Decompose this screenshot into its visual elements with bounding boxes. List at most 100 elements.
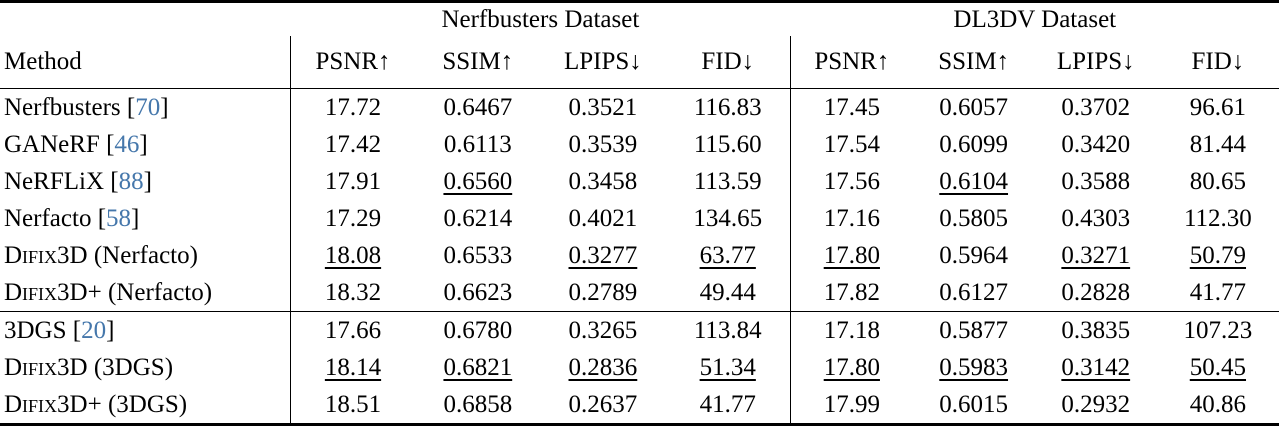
value-cell: 50.45 [1189,353,1247,381]
method-name: (3DGS) [87,353,174,381]
citation-link[interactable]: 46 [114,130,140,158]
value-cell: 0.3702 [1061,93,1131,121]
value-cell: 0.6113 [443,130,512,158]
value-cell: 112.30 [1183,204,1252,232]
value-cell: 51.34 [699,353,756,381]
value-cell: 17.18 [790,311,913,349]
value-cell: 17.16 [790,200,913,237]
cite-close-bracket: ] [131,204,140,232]
cite-open-bracket: [ [97,204,107,232]
method-name: (Nerfacto) [101,278,213,306]
table-row: Difix3D (3DGS) 18.14 0.6821 0.2836 51.34 17.8… [0,349,1279,386]
method-cell: GANeRF [46] [0,126,290,163]
method-cell: Difix3D (3DGS) [0,349,290,386]
value-cell: 17.82 [790,274,913,312]
method-cell: Nerfacto [58] [0,200,290,237]
col-header-ssim-dl3dv: SSIM↑ [912,36,1035,89]
cite-open-bracket: [ [72,316,82,344]
value-cell: 41.77 [1189,278,1247,306]
group-header-nerfbusters: Nerfbusters Dataset [441,5,640,33]
value-cell: 0.6533 [443,241,513,269]
method-name-smallcaps: Difix3D+ [4,390,102,418]
method-name: (Nerfacto) [87,241,198,269]
method-name-smallcaps: Difix3D+ [4,278,102,306]
value-cell: 113.84 [665,311,791,349]
value-cell: 0.3458 [568,167,638,195]
cite-close-bracket: ] [139,130,148,158]
value-cell: 0.2789 [568,278,638,306]
value-cell: 40.86 [1189,390,1247,418]
group-header-dl3dv: DL3DV Dataset [953,5,1117,33]
method-cell: Difix3D (Nerfacto) [0,237,290,274]
results-table: Nerfbusters Dataset DL3DV Dataset Method… [0,0,1279,426]
value-cell: 115.60 [693,130,762,158]
value-cell: 0.6057 [939,93,1009,121]
value-cell: 0.4303 [1061,204,1131,232]
value-cell: 0.2932 [1061,390,1131,418]
citation-link[interactable]: 88 [118,167,144,195]
dataset-group-header-row: Nerfbusters Dataset DL3DV Dataset [0,2,1279,37]
value-cell: 17.54 [790,126,913,163]
col-header-fid-dl3dv: FID↓ [1156,36,1279,89]
value-cell: 17.29 [289,200,416,237]
cite-open-bracket: [ [106,130,115,158]
cite-open-bracket: [ [126,93,136,121]
value-cell: 0.6104 [939,167,1009,195]
value-cell: 0.3271 [1061,241,1131,269]
value-cell: 18.14 [289,349,416,386]
value-cell: 17.99 [790,386,913,425]
corner-cell [0,2,290,37]
table-body: Nerfbusters [70] 17.72 0.6467 0.3521 116.83 1… [0,88,1279,425]
value-cell: 17.42 [289,126,416,163]
value-cell: 18.32 [289,274,416,312]
value-cell: 50.79 [1189,241,1247,269]
value-cell: 49.44 [699,278,756,306]
citation-link[interactable]: 70 [135,93,161,121]
metric-header-row: Method PSNR↑ SSIM↑ LPIPS↓ FID↓ PSNR↑ SSI… [0,36,1279,89]
method-name: 3DGS [4,316,73,344]
value-cell: 107.23 [1156,311,1279,349]
col-header-lpips-dl3dv: LPIPS↓ [1034,36,1157,89]
table-row: Difix3D+ (3DGS) 18.51 0.6858 0.2637 41.77 17.… [0,386,1279,425]
citation-link[interactable]: 58 [106,204,132,232]
value-cell: 0.2836 [568,353,638,381]
method-name: Nerfacto [4,204,98,232]
value-cell: 0.6821 [443,353,513,381]
value-cell: 81.44 [1189,130,1247,158]
citation-link[interactable]: 20 [81,316,107,344]
value-cell: 134.65 [693,204,763,232]
table-row: 3DGS [20] 17.66 0.6780 0.3265 113.84 17.18 0.5… [0,311,1279,349]
value-cell: 0.5805 [939,204,1009,232]
value-cell: 17.72 [289,88,416,126]
method-name: NeRFLiX [4,167,111,195]
value-cell: 0.6214 [443,204,513,232]
value-cell: 0.4021 [568,204,638,232]
cite-open-bracket: [ [110,167,119,195]
col-header-fid-nerfbusters: FID↓ [665,36,791,89]
table-row: GANeRF [46] 17.42 0.6113 0.3539 115.60 17.54 0… [0,126,1279,163]
method-cell: Difix3D+ (Nerfacto) [0,274,290,312]
value-cell: 0.3277 [568,241,638,269]
value-cell: 41.77 [699,390,756,418]
value-cell: 96.61 [1189,93,1247,121]
value-cell: 80.65 [1189,167,1247,195]
table-row: Difix3D+ (Nerfacto) 18.32 0.6623 0.2789 49.4… [0,274,1279,312]
cite-close-bracket: ] [106,316,115,344]
value-cell: 0.6858 [443,390,513,418]
value-cell: 63.77 [699,241,756,269]
value-cell: 17.91 [289,163,416,200]
method-name: Nerfbusters [4,93,127,121]
cite-close-bracket: ] [143,167,152,195]
value-cell: 0.6099 [939,130,1009,158]
col-header-ssim-nerfbusters: SSIM↑ [415,36,541,89]
col-header-lpips-nerfbusters: LPIPS↓ [540,36,666,89]
value-cell: 0.3539 [568,130,638,158]
value-cell: 0.6623 [443,278,513,306]
table-row: Nerfbusters [70] 17.72 0.6467 0.3521 116.83 1… [0,88,1279,126]
value-cell: 17.45 [790,88,913,126]
value-cell: 0.5877 [912,311,1035,349]
value-cell: 0.6467 [443,93,513,121]
method-column-header: Method [0,36,291,89]
table-row: Nerfacto [58] 17.29 0.6214 0.4021 134.65 17.1… [0,200,1279,237]
method-name-smallcaps: Difix3D [4,353,88,381]
